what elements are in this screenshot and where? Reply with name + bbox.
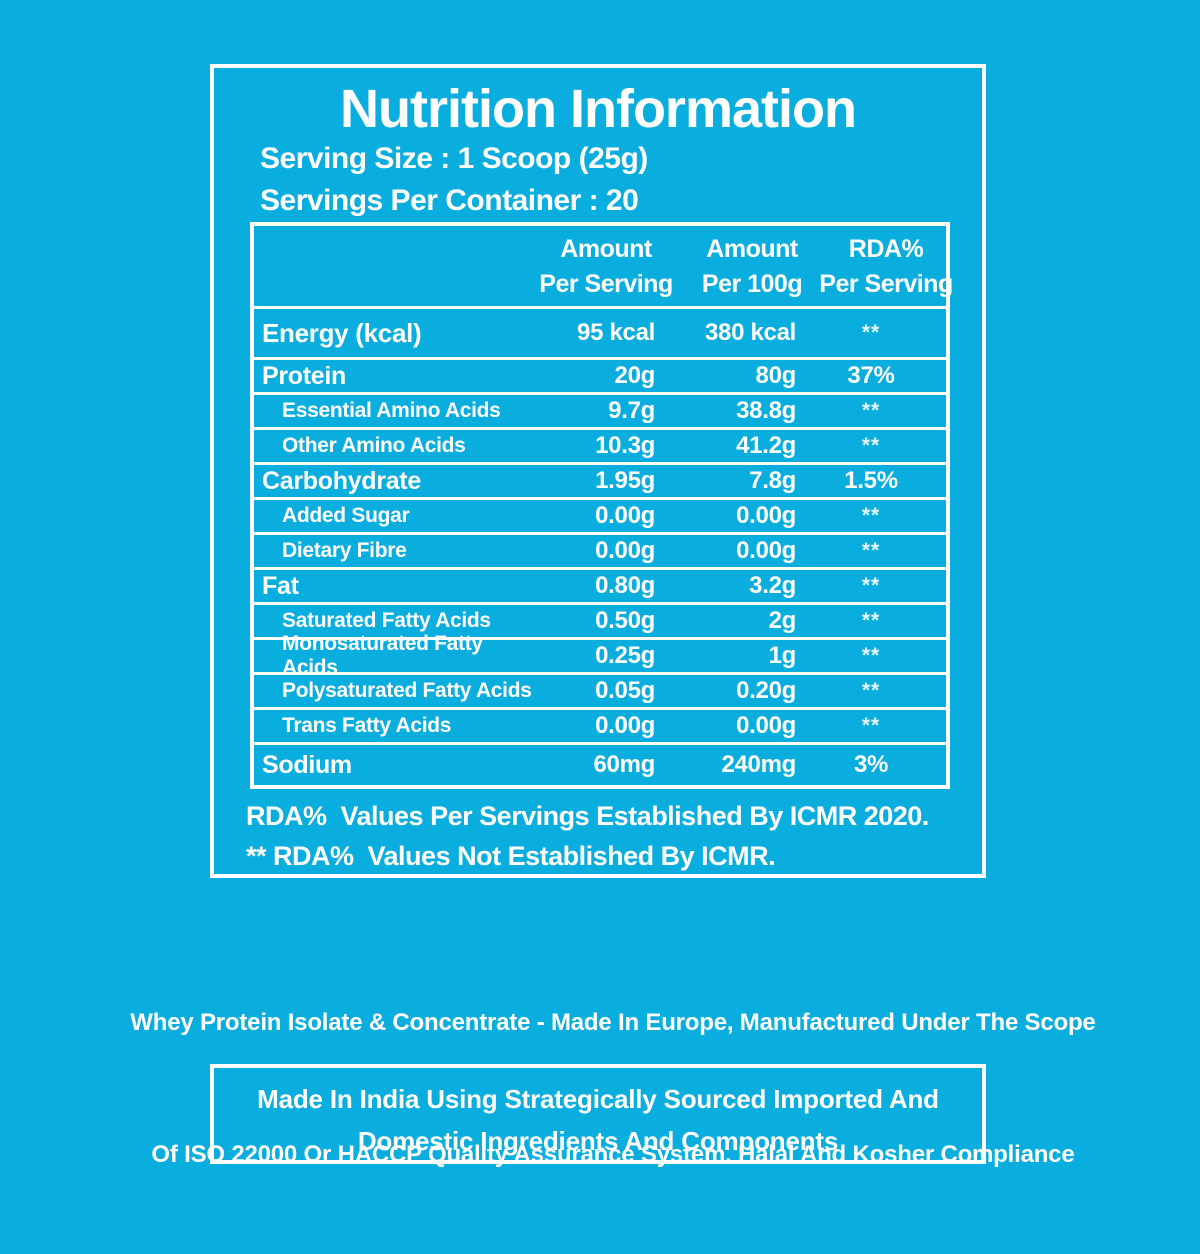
table-header-row: Amount Per Serving Amount Per 100g RDA% … [254,226,953,306]
cell-per-100g: 1g [768,642,797,669]
row-label: Added Sugar [282,504,410,527]
table-row: Trans Fatty Acids 0.00g 0.00g ** [254,707,946,742]
cell-per-serving: 95 kcal [577,319,655,346]
column-header-line: Per Serving [819,270,953,298]
nutrition-table-body: Energy (kcal) 95 kcal 380 kcal ** Protei… [254,306,946,785]
cell-per-100g: 41.2g [736,432,796,459]
cell-rda: ** [861,714,881,737]
column-header-amount-per-100g: Amount Per 100g [667,226,837,299]
made-in-line: Domestic Ingredients And Components [357,1126,839,1156]
cell-per-serving: 20g [614,362,656,389]
table-row: Energy (kcal) 95 kcal 380 kcal ** [254,306,946,357]
rda-note-established: RDA% Values Per Servings Established By … [246,801,929,831]
row-label: Essential Amino Acids [282,399,501,422]
cell-rda: ** [861,321,881,344]
made-in-india-box: Made In India Using Strategically Source… [210,1064,986,1164]
row-label: Monosaturated Fatty Acids [282,632,483,679]
row-label: Other Amino Acids [282,434,466,457]
cell-rda: ** [861,609,881,632]
cell-per-100g: 80g [755,362,797,389]
row-label: Polysaturated Fatty Acids [282,679,532,702]
table-row: Dietary Fibre 0.00g 0.00g ** [254,532,946,567]
cell-per-100g: 240mg [721,751,796,778]
table-row: Fat 0.80g 3.2g ** [254,567,946,602]
product-description: Whey Protein Isolate & Concentrate - Mad… [0,924,1200,1254]
column-header-line: Per Serving [539,270,673,298]
column-header-line: Amount [560,235,652,263]
cell-rda: ** [861,504,881,527]
cell-per-100g: 0.00g [736,712,796,739]
cell-per-100g: 7.8g [749,467,796,494]
cell-rda: ** [861,539,881,562]
cell-per-serving: 60mg [593,751,656,778]
cell-per-serving: 0.00g [595,712,655,739]
cell-per-100g: 38.8g [736,397,796,424]
cell-rda: 37% [847,362,895,389]
cell-per-serving: 0.05g [595,677,655,704]
row-label: Trans Fatty Acids [282,714,452,737]
table-row: Protein 20g 80g 37% [254,357,946,392]
row-label: Energy (kcal) [262,317,422,348]
row-label: Sodium [262,750,352,779]
table-row: Sodium 60mg 240mg 3% [254,742,946,785]
cell-per-serving: 0.25g [595,642,655,669]
cell-per-serving: 0.50g [595,607,655,634]
table-row: Saturated Fatty Acids 0.50g 2g ** [254,602,946,637]
table-row: Added Sugar 0.00g 0.00g ** [254,497,946,532]
cell-per-serving: 0.00g [595,502,655,529]
cell-rda: ** [861,399,881,422]
row-label: Saturated Fatty Acids [282,609,491,632]
column-header-amount-per-serving: Amount Per Serving [516,226,696,299]
table-row: Monosaturated Fatty Acids 0.25g 1g ** [254,632,946,679]
cell-per-100g: 0.20g [736,677,796,704]
cell-rda: 3% [853,751,889,778]
page-title: Nutrition Information [340,79,857,139]
cell-per-100g: 3.2g [749,572,796,599]
cell-rda: 1.5% [844,467,898,494]
cell-rda: ** [861,644,881,667]
made-in-line: Made In India Using Strategically Source… [257,1084,939,1114]
cell-per-serving: 10.3g [595,432,655,459]
column-header-line: Amount [706,235,798,263]
nutrition-label: Nutrition Information Serving Size : 1 S… [130,64,1096,1168]
nutrition-table: Amount Per Serving Amount Per 100g RDA% … [250,222,953,789]
nutrition-panel: Nutrition Information Serving Size : 1 S… [210,64,986,878]
column-header-line: RDA% [848,235,924,263]
cell-per-serving: 0.80g [595,572,655,599]
table-row: Carbohydrate 1.95g 7.8g 1.5% [254,462,946,497]
cell-per-serving: 9.7g [608,397,655,424]
table-row: Other Amino Acids 10.3g 41.2g ** [254,427,946,462]
cell-per-serving: 1.95g [595,467,655,494]
cell-per-serving: 0.00g [595,537,655,564]
table-row: Polysaturated Fatty Acids 0.05g 0.20g ** [254,672,946,707]
product-description-line: Whey Protein Isolate & Concentrate - Mad… [130,1009,1096,1036]
serving-size-line: Serving Size : 1 Scoop (25g) [260,142,648,175]
cell-rda: ** [861,434,881,457]
cell-rda: ** [861,574,881,597]
cell-per-100g: 0.00g [736,502,796,529]
row-label: Carbohydrate [262,466,421,495]
rda-note-not-established: ** RDA% Values Not Established By ICMR. [246,841,776,871]
table-row: Essential Amino Acids 9.7g 38.8g ** [254,392,946,427]
row-label: Fat [262,571,299,600]
cell-per-100g: 2g [768,607,797,634]
cell-per-100g: 0.00g [736,537,796,564]
column-header-line: Per 100g [701,270,803,298]
column-header-rda-per-serving: RDA% Per Serving [816,226,956,299]
servings-per-container-line: Servings Per Container : 20 [260,184,639,217]
row-label: Protein [262,361,347,390]
row-label: Dietary Fibre [282,539,407,562]
cell-per-100g: 380 kcal [704,319,796,346]
cell-rda: ** [861,679,881,702]
